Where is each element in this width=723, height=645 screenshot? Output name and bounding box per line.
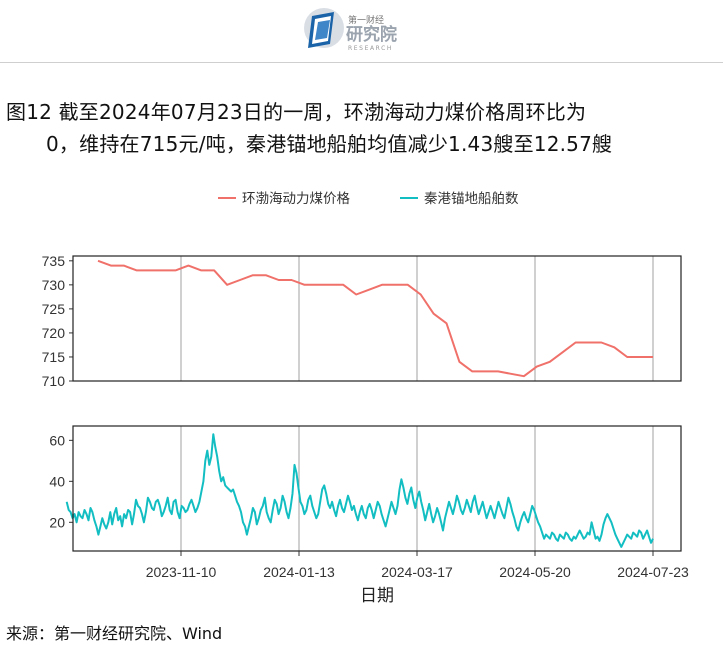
x-axis-title: 日期 bbox=[360, 586, 394, 606]
panel-frame-ships bbox=[72, 425, 682, 552]
panel-frame-price bbox=[72, 255, 682, 382]
x-tick-label-0: 2023-11-10 bbox=[146, 564, 217, 580]
panel-price: 710 715 720 725 730 735 bbox=[42, 253, 682, 389]
source-note: 来源：第一财经研究院、Wind bbox=[6, 624, 223, 643]
y-tick-label-price-3: 725 bbox=[42, 301, 66, 317]
x-tick-label-4: 2024-07-23 bbox=[617, 564, 689, 580]
series-line-price bbox=[97, 259, 653, 378]
legend-label-price: 环渤海动力煤价格 bbox=[242, 191, 350, 207]
line-chart: 710 715 720 725 730 735 20 40 60 2023-11-10 2024-0… bbox=[42, 253, 689, 606]
legend-label-ships: 秦港锚地船舶数 bbox=[424, 191, 519, 207]
y-tick-label-price-2: 720 bbox=[42, 325, 66, 341]
y-tick-label-ships-1: 40 bbox=[49, 473, 65, 489]
series-line-ships bbox=[65, 433, 654, 548]
x-tick-label-3: 2024-05-20 bbox=[499, 564, 571, 580]
y-tick-label-ships-0: 20 bbox=[49, 514, 65, 530]
x-tick-label-2: 2024-03-17 bbox=[381, 564, 453, 580]
y-tick-label-price-0: 710 bbox=[42, 373, 66, 389]
figure-title-line-2: 0，维持在715元/吨，秦港锚地船舶均值减少1.43艘至12.57艘 bbox=[46, 132, 613, 156]
logo-text-main: 研究院 bbox=[346, 24, 397, 45]
header-divider bbox=[0, 62, 723, 63]
logo-text-sub: RESEARCH bbox=[348, 45, 393, 52]
panel-ships: 20 40 60 bbox=[49, 425, 682, 552]
y-tick-label-ships-2: 60 bbox=[49, 432, 65, 448]
chart-legend: 环渤海动力煤价格 秦港锚地船舶数 bbox=[218, 191, 519, 207]
y-tick-label-price-4: 730 bbox=[42, 277, 66, 293]
x-tick-label-1: 2024-01-13 bbox=[263, 564, 335, 580]
research-institute-logo: 第一财经 研究院 RESEARCH bbox=[304, 8, 397, 52]
logo-text-top: 第一财经 bbox=[348, 14, 384, 26]
figure-title-line-1: 图12 截至2024年07月23日的一周，环渤海动力煤价格周环比为 bbox=[6, 100, 587, 124]
y-tick-label-price-1: 715 bbox=[42, 349, 66, 365]
y-tick-label-price-5: 735 bbox=[42, 253, 66, 269]
logo-inner-icon bbox=[315, 20, 330, 40]
